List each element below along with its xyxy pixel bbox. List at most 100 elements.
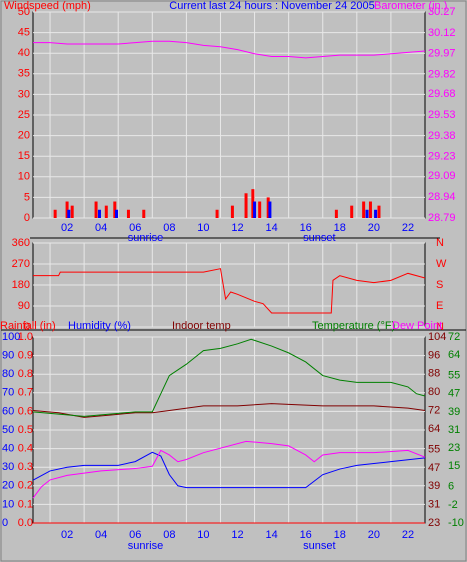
annotation: sunset xyxy=(303,232,335,244)
x-tick-label: 18 xyxy=(334,529,346,541)
axis-title: Windspeed (mph) xyxy=(4,0,91,12)
y-tick-label: 0.2 xyxy=(18,480,33,492)
y-tick-label: 270 xyxy=(12,258,30,270)
y-tick-label: 70 xyxy=(2,387,14,399)
line xyxy=(33,40,426,59)
y-tick-label: 0.8 xyxy=(18,368,33,380)
y-tick-label: 23 xyxy=(428,517,440,529)
y-tick-label: N xyxy=(436,237,444,249)
x-tick-label: 18 xyxy=(334,222,346,234)
x-tick-label: 10 xyxy=(197,222,209,234)
y-tick-label: 64 xyxy=(448,349,460,361)
x-tick-label: 06 xyxy=(129,222,141,234)
y-tick-label: 64 xyxy=(428,423,440,435)
bar xyxy=(368,201,372,218)
line xyxy=(32,338,426,417)
y-tick-label: 0.7 xyxy=(18,387,33,399)
x-tick-label: 16 xyxy=(300,529,312,541)
y-tick-label: S xyxy=(436,279,443,291)
y-tick-label: 30 xyxy=(2,461,14,473)
y-tick-label: 29.82 xyxy=(428,69,456,81)
y-tick-label: 10 xyxy=(2,498,14,510)
line xyxy=(32,440,426,499)
bar xyxy=(126,209,130,218)
bar xyxy=(97,209,101,218)
y-tick-label: 40 xyxy=(2,443,14,455)
y-tick-label: 6 xyxy=(448,481,454,493)
y-tick-label: 40 xyxy=(18,47,30,59)
y-tick-label: 5 xyxy=(24,191,30,203)
y-tick-label: 30 xyxy=(18,88,30,100)
bar xyxy=(365,209,369,218)
line xyxy=(33,268,426,314)
bar xyxy=(244,193,248,218)
axis-title: Current last 24 hours : November 24 2005 xyxy=(169,0,374,12)
bar xyxy=(94,201,98,218)
annotation: sunrise xyxy=(128,232,163,244)
legend-label: Dew Point xyxy=(392,320,442,332)
y-tick-label: 28.79 xyxy=(428,212,456,224)
line xyxy=(32,403,426,418)
y-tick-label: 35 xyxy=(18,68,30,80)
y-tick-label: 28.94 xyxy=(428,191,456,203)
bar xyxy=(258,201,262,218)
y-tick-label: 0.5 xyxy=(18,424,33,436)
y-tick-label: 1.0 xyxy=(18,331,33,343)
bar xyxy=(115,209,119,218)
bar xyxy=(104,205,108,218)
y-tick-label: 29.09 xyxy=(428,170,456,182)
y-tick-label: 50 xyxy=(18,6,30,18)
bar xyxy=(215,209,219,218)
y-tick-label: 180 xyxy=(12,279,30,291)
annotation: sunrise xyxy=(128,540,163,552)
bar xyxy=(251,189,255,218)
bar xyxy=(362,201,366,218)
y-tick-label: 39 xyxy=(428,480,440,492)
y-tick-label: 90 xyxy=(2,350,14,362)
y-tick-label: 23 xyxy=(448,442,460,454)
y-tick-label: 45 xyxy=(18,27,30,39)
legend-label: Temperature (°F) xyxy=(312,320,395,332)
y-tick-label: 72 xyxy=(448,331,460,343)
bar xyxy=(67,209,71,218)
x-tick-label: 16 xyxy=(300,222,312,234)
bar xyxy=(230,205,234,218)
y-tick-label: 90 xyxy=(18,300,30,312)
y-tick-label: 80 xyxy=(2,368,14,380)
y-tick-label: E xyxy=(436,300,443,312)
y-tick-label: 0.9 xyxy=(18,350,33,362)
legend-label: Humidity (%) xyxy=(68,320,131,332)
x-tick-label: 14 xyxy=(265,529,277,541)
y-tick-label: 60 xyxy=(2,405,14,417)
bar xyxy=(334,209,338,218)
x-tick-label: 22 xyxy=(402,222,414,234)
y-tick-label: 47 xyxy=(448,388,460,400)
y-tick-label: 31 xyxy=(448,424,460,436)
y-tick-label: 100 xyxy=(2,331,20,343)
y-tick-label: 10 xyxy=(18,171,30,183)
x-tick-label: 08 xyxy=(163,529,175,541)
bar xyxy=(350,205,354,218)
y-tick-label: 50 xyxy=(2,424,14,436)
bar xyxy=(253,201,257,218)
x-tick-label: 12 xyxy=(231,529,243,541)
x-tick-label: 20 xyxy=(368,529,380,541)
y-tick-label: 29.53 xyxy=(428,109,456,121)
y-tick-label: -2 xyxy=(448,499,458,511)
legend-label: Rainfall (in) xyxy=(0,320,56,332)
y-tick-label: N xyxy=(436,321,444,333)
y-tick-label: 0.0 xyxy=(18,517,33,529)
y-tick-label: 88 xyxy=(428,368,440,380)
bar xyxy=(268,201,272,218)
y-tick-label: 20 xyxy=(2,480,14,492)
x-tick-label: 02 xyxy=(61,222,73,234)
y-tick-label: 104 xyxy=(428,331,446,343)
y-tick-label: 29.23 xyxy=(428,151,456,163)
line xyxy=(32,451,426,489)
bar xyxy=(113,201,117,218)
bar xyxy=(142,209,146,218)
y-tick-label: 15 xyxy=(18,150,30,162)
x-tick-label: 20 xyxy=(368,222,380,234)
y-tick-label: 0.4 xyxy=(18,443,33,455)
